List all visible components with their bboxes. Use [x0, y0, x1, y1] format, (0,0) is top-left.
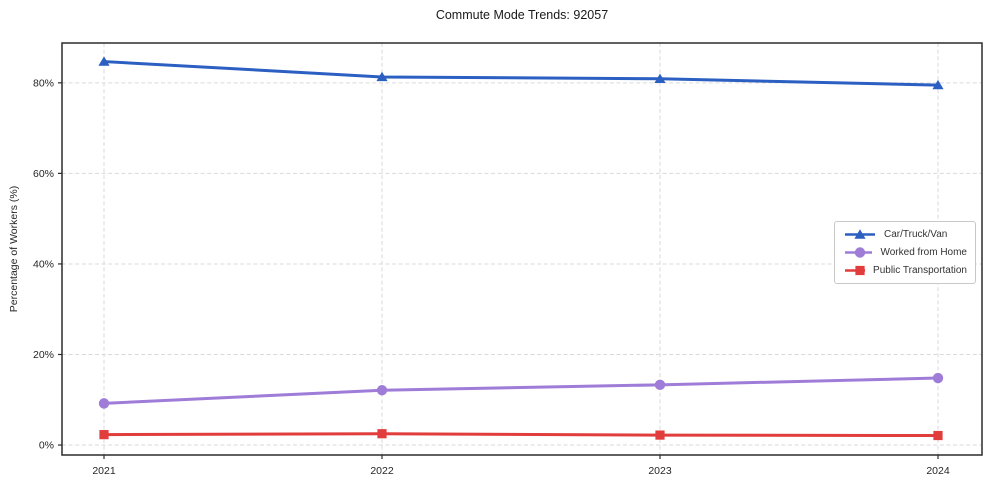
- chart-title: Commute Mode Trends: 92057: [435, 8, 609, 22]
- legend-label: Worked from Home: [880, 247, 967, 258]
- x-tick-label: 2023: [648, 465, 672, 477]
- y-tick-label: 80%: [33, 77, 54, 89]
- circle-marker: [654, 379, 666, 391]
- legend-item-worked-from-home: Worked from Home: [844, 246, 967, 259]
- circle-marker: [932, 372, 944, 384]
- square-legend-sample-icon: [845, 265, 866, 276]
- y-tick-label: 20%: [33, 349, 54, 361]
- y-tick-label: 60%: [33, 168, 54, 180]
- legend-item-public-transportation: Public Transportation: [844, 264, 967, 277]
- y-tick-label: 40%: [33, 258, 54, 270]
- x-tick-label: 2021: [92, 465, 116, 477]
- circle-marker: [854, 247, 866, 258]
- series-car-truck-van: [98, 56, 944, 90]
- series-worked-from-home: [98, 372, 944, 409]
- square-marker: [377, 429, 387, 439]
- circle-marker: [376, 385, 388, 396]
- square-marker: [655, 430, 665, 440]
- circle-legend-sample-icon: [845, 247, 873, 258]
- circle-marker: [98, 398, 110, 409]
- y-tick-label: 0%: [39, 440, 54, 452]
- x-tick-label: 2024: [926, 465, 950, 477]
- series-line-worked-from-home: [102, 376, 940, 405]
- triangle-marker: [98, 56, 110, 66]
- triangle-marker: [932, 79, 944, 90]
- legend-label: Car/Truck/Van: [884, 229, 948, 240]
- square-marker: [855, 265, 865, 276]
- x-tick-label: 2022: [370, 465, 394, 477]
- triangle-marker: [854, 229, 866, 239]
- legend: Car/Truck/Van Worked from Home Public Tran…: [834, 221, 976, 284]
- series-line-car-truck-van: [102, 60, 940, 87]
- series-line-public-transportation: [102, 432, 940, 438]
- square-marker: [933, 430, 943, 441]
- series-public-transportation: [99, 429, 943, 441]
- triangle-marker: [654, 73, 666, 83]
- legend-label: Public Transportation: [873, 265, 967, 276]
- plot-border: [61, 42, 983, 456]
- triangle-marker: [376, 71, 388, 82]
- square-marker: [99, 430, 109, 440]
- triangle-legend-sample-icon: [845, 229, 875, 239]
- legend-item-car-truck-van: Car/Truck/Van: [844, 228, 967, 241]
